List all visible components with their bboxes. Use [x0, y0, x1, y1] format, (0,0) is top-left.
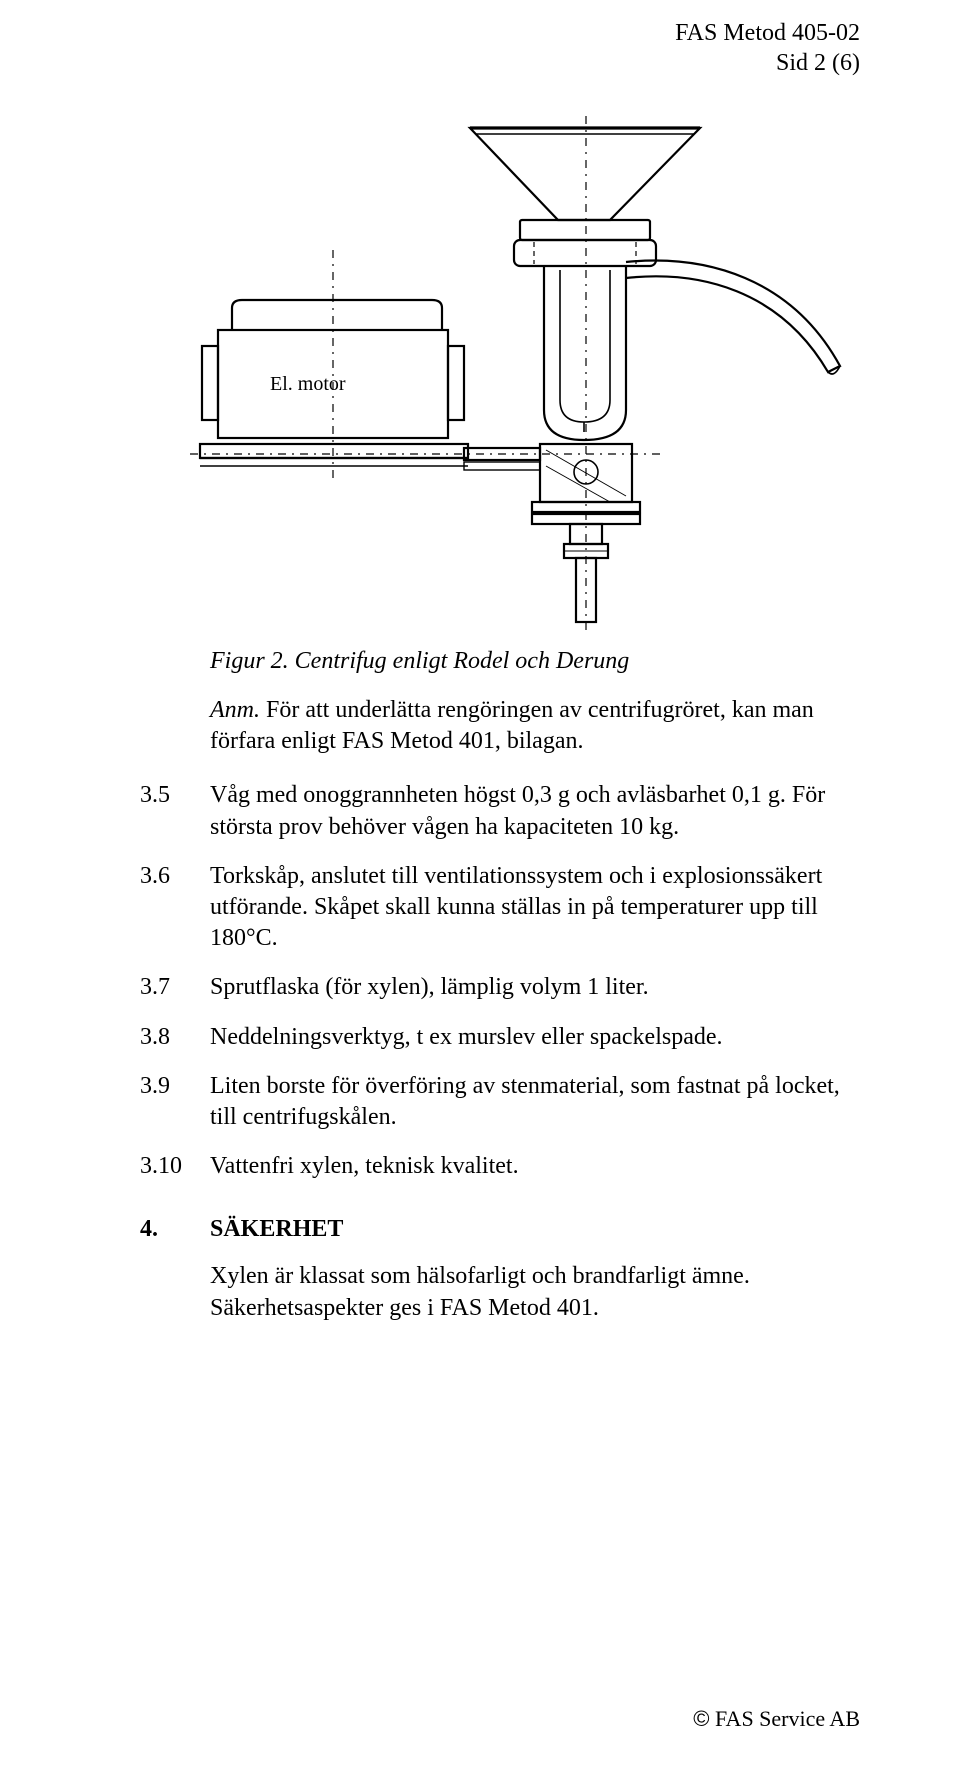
section-title: SÄKERHET	[210, 1216, 343, 1243]
item-num: 3.9	[140, 1071, 210, 1133]
section-heading: 4. SÄKERHET	[140, 1216, 860, 1243]
doc-id: FAS Metod 405-02	[675, 18, 860, 48]
section-num: 4.	[140, 1216, 210, 1243]
item-text: Vattenfri xylen, teknisk kvalitet.	[210, 1151, 860, 1182]
item-row: 3.5 Våg med onoggrannheten högst 0,3 g o…	[140, 780, 860, 842]
item-num: 3.10	[140, 1151, 210, 1182]
item-text: Våg med onoggrannheten högst 0,3 g och a…	[210, 780, 860, 842]
item-row: 3.10 Vattenfri xylen, teknisk kvalitet.	[140, 1151, 860, 1182]
figure-caption: Figur 2. Centrifug enligt Rodel och Deru…	[210, 648, 860, 675]
page-indicator: Sid 2 (6)	[675, 48, 860, 78]
motor-label: El. motor	[270, 373, 346, 395]
item-text: Sprutflaska (för xylen), lämplig volym 1…	[210, 972, 860, 1003]
item-text: Torkskåp, anslutet till ventilationssyst…	[210, 861, 860, 955]
note-text: För att underlätta rengöringen av centri…	[210, 697, 814, 754]
copyright-symbol: ©	[693, 1706, 709, 1731]
figure-centrifuge: El. motor	[140, 110, 860, 630]
item-row: 3.6 Torkskåp, anslutet till ventilations…	[140, 861, 860, 955]
item-num: 3.8	[140, 1022, 210, 1053]
note-label: Anm.	[210, 697, 260, 723]
item-row: 3.9 Liten borste för överföring av stenm…	[140, 1071, 860, 1133]
item-num: 3.5	[140, 780, 210, 842]
item-num: 3.7	[140, 972, 210, 1003]
item-row: 3.7 Sprutflaska (för xylen), lämplig vol…	[140, 972, 860, 1003]
item-text: Liten borste för överföring av stenmater…	[210, 1071, 860, 1133]
centrifuge-diagram: El. motor	[140, 110, 860, 630]
item-text: Neddelningsverktyg, t ex murslev eller s…	[210, 1022, 860, 1053]
page-header: FAS Metod 405-02 Sid 2 (6)	[675, 18, 860, 78]
footer: © FAS Service AB	[693, 1706, 860, 1732]
item-row: 3.8 Neddelningsverktyg, t ex murslev ell…	[140, 1022, 860, 1053]
footer-text: FAS Service AB	[715, 1706, 860, 1731]
page: FAS Metod 405-02 Sid 2 (6)	[0, 0, 960, 1772]
note-block: Anm. För att underlätta rengöringen av c…	[210, 695, 860, 756]
item-num: 3.6	[140, 861, 210, 955]
item-list: 3.5 Våg med onoggrannheten högst 0,3 g o…	[140, 780, 860, 1182]
section-body: Xylen är klassat som hälsofarligt och br…	[210, 1261, 860, 1323]
